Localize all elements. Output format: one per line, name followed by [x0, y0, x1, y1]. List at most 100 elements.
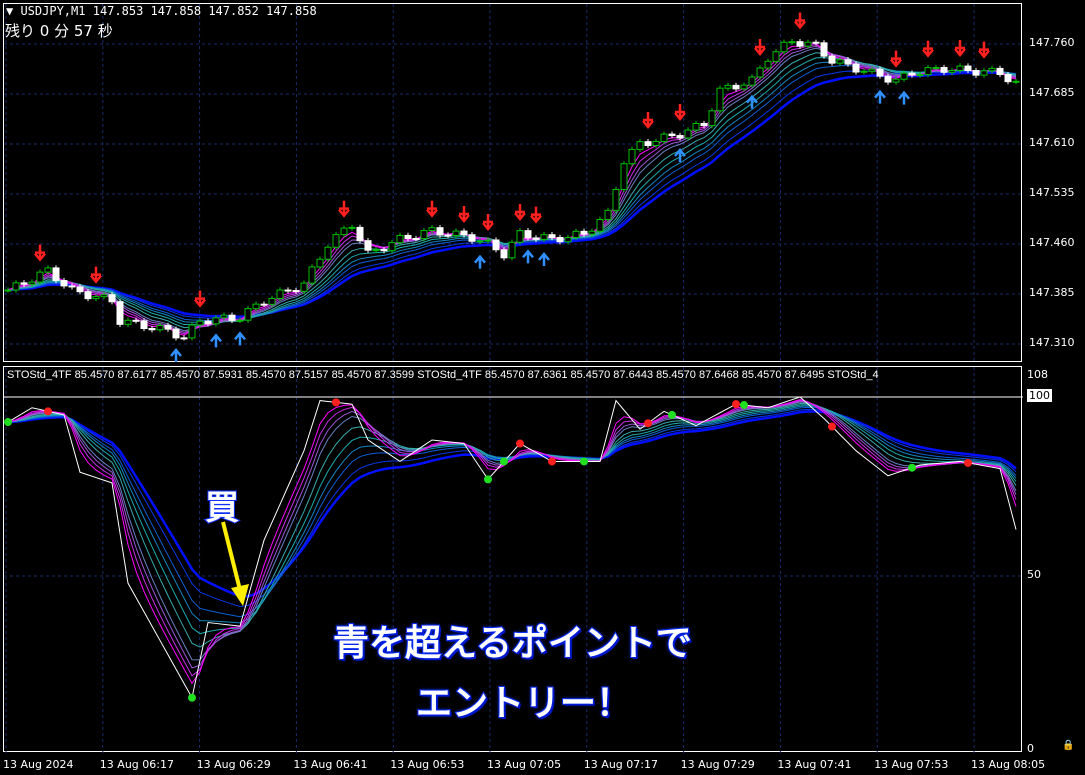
candle-body: [180, 337, 188, 340]
candle-body: [100, 294, 108, 298]
time-tick-label: 13 Aug 06:53: [390, 758, 465, 771]
candle-body: [212, 317, 220, 325]
lock-icon[interactable]: 🔒: [1062, 740, 1075, 751]
stoch-green-dot: [484, 475, 492, 484]
stoch-ma-line-10: [7, 404, 1017, 635]
candle-body: [636, 141, 644, 150]
candle-body: [172, 328, 180, 339]
stoch-red-dot: [44, 407, 52, 416]
stoch-ma-line-20: [7, 410, 1017, 598]
candle-body: [900, 72, 908, 80]
candle-body: [428, 227, 436, 232]
stoch-red-dot: [644, 419, 652, 428]
candle-body: [716, 87, 724, 112]
candle-body: [540, 234, 548, 240]
time-tick-label: 13 Aug 07:41: [777, 758, 852, 771]
stoch-red-dot: [548, 457, 556, 466]
sell-arrow-icon: [530, 206, 542, 224]
candle-body: [300, 282, 308, 292]
candle-body: [164, 325, 172, 330]
stoch-red-dot: [732, 400, 740, 409]
candle-body: [796, 41, 804, 47]
candle-body: [996, 67, 1004, 76]
price-ma-line-17: [7, 70, 1017, 319]
stoch-main-line: [7, 396, 1017, 700]
price-tick-label: 147.310: [1029, 336, 1075, 349]
symbol-label: USDJPY,M1: [20, 4, 86, 18]
buy-annotation: 買: [204, 487, 240, 529]
candle-body: [268, 297, 276, 305]
price-tick-label: 147.610: [1029, 136, 1075, 149]
candle-body: [588, 230, 596, 235]
stoch-green-dot: [668, 410, 676, 419]
buy-arrow-icon: [674, 148, 686, 162]
stoch-red-dot: [828, 422, 836, 431]
time-tick-label: 13 Aug 07:53: [874, 758, 949, 771]
candle-body: [756, 67, 764, 78]
candle-body: [292, 290, 300, 293]
candle-body: [252, 303, 260, 310]
candle-body: [516, 230, 524, 243]
stochastic-panel[interactable]: [3, 366, 1023, 753]
candle-body: [44, 267, 52, 273]
candle-body: [692, 122, 700, 131]
candle-body: [884, 75, 892, 83]
candle-body: [1004, 74, 1012, 83]
candle-body: [620, 163, 628, 190]
candle-body: [956, 65, 964, 72]
sell-arrow-icon: [642, 112, 654, 129]
candle-body: [332, 234, 340, 248]
buy-arrow-icon: [474, 254, 486, 269]
candle-body: [836, 59, 844, 64]
candle-body: [852, 63, 860, 73]
candle-body: [804, 41, 812, 47]
candle-body: [68, 285, 76, 288]
candle-body: [868, 68, 876, 72]
stoch-ma-line-12: [7, 405, 1017, 624]
sell-arrow-icon: [458, 206, 470, 223]
candle-body: [772, 51, 780, 62]
candle-body: [148, 328, 156, 331]
stoch-green-dot: [580, 457, 588, 466]
candle-body: [220, 314, 228, 319]
candle-body: [628, 148, 636, 165]
candle-body: [556, 237, 564, 243]
candle-body: [364, 240, 372, 251]
buy-arrow-icon: [538, 252, 550, 266]
candle-body: [340, 227, 348, 236]
collapse-triangle-icon[interactable]: ▼: [6, 4, 21, 18]
stoch-red-dot: [516, 439, 524, 448]
candle-body: [412, 238, 420, 241]
candle-body: [284, 289, 292, 292]
candle-body: [596, 218, 604, 232]
annotation-line-1: 青を超えるポイントで: [332, 622, 693, 665]
candle-body: [436, 227, 444, 236]
candle-body: [484, 239, 492, 242]
candle-body: [204, 320, 212, 325]
candle-body: [860, 70, 868, 73]
candle-body: [732, 84, 740, 90]
candle-body: [916, 74, 924, 77]
sell-arrow-icon: [978, 41, 990, 59]
price-tick-label: 147.535: [1029, 186, 1075, 199]
sell-arrow-icon: [514, 204, 526, 221]
sell-arrow-icon: [794, 12, 806, 30]
candle-body: [132, 319, 140, 322]
candle-body: [500, 249, 508, 259]
annotation-line-2: エントリー！: [415, 682, 633, 725]
price-tick-label: 147.760: [1029, 36, 1075, 49]
stoch-green-dot: [188, 693, 196, 702]
candle-body: [892, 78, 900, 83]
buy-arrow-icon: [170, 348, 182, 362]
candle-body: [316, 258, 324, 268]
candle-body: [572, 230, 580, 239]
price-chart-panel[interactable]: [3, 3, 1023, 363]
candle-body: [764, 60, 772, 69]
price-ma-line-6: [7, 47, 1017, 332]
sell-arrow-icon: [674, 104, 686, 121]
candle-body: [36, 271, 44, 283]
time-tick-label: 13 Aug 06:41: [293, 758, 368, 771]
candle-body: [380, 249, 388, 252]
sell-arrow-icon: [754, 39, 766, 56]
price-ma-line-20: [7, 71, 1017, 319]
